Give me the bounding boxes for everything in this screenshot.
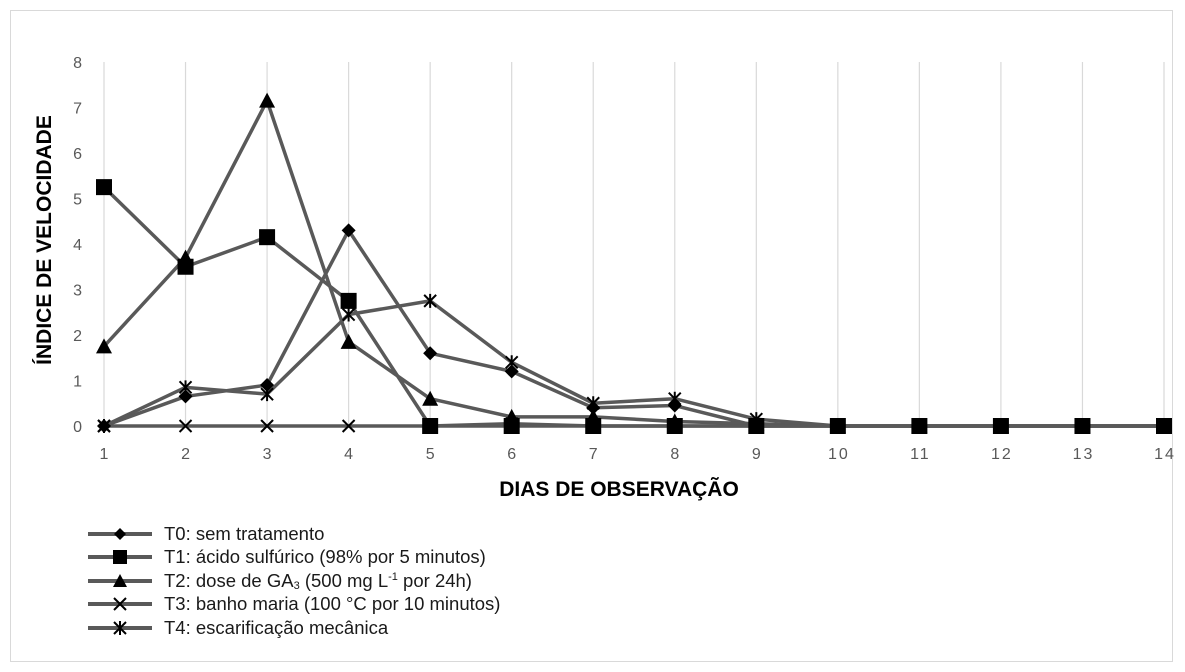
point-t4-day-5 <box>423 293 437 308</box>
star-marker-icon <box>88 620 152 635</box>
legend-label-t2-mid: (500 mg L <box>299 569 389 591</box>
x-tick-label-2: 2 <box>181 446 192 463</box>
point-t0-day-5 <box>423 346 438 361</box>
y-tick-label-2: 2 <box>73 328 82 345</box>
point-t2-day-2 <box>177 249 194 265</box>
legend-item-t4: T4: escarificação mecânica <box>88 616 500 640</box>
legend-item-t2: T2: dose de GA3 (500 mg L-1 por 24h) <box>88 569 500 593</box>
point-t4-day-9 <box>749 412 764 427</box>
point-t4-day-13 <box>1075 419 1090 433</box>
legend-label-t2-prefix: T2: dose de GA <box>164 569 294 591</box>
triangle-marker-icon <box>88 573 152 587</box>
y-tick-label-4: 4 <box>73 237 82 254</box>
point-t4-day-6 <box>504 355 519 370</box>
point-t2-day-3 <box>259 92 276 108</box>
x-tick-label-12: 12 <box>991 446 1013 463</box>
point-t2-day-4 <box>340 333 357 349</box>
y-tick-label-6: 6 <box>73 146 82 163</box>
legend-label-t2-sub: 3 <box>293 579 300 592</box>
y-tick-label-0: 0 <box>73 419 82 436</box>
point-t2-day-5 <box>422 390 439 406</box>
legend-item-t3: T3: banho maria (100 °C por 10 minutos) <box>88 593 500 617</box>
square-marker-icon <box>88 550 152 565</box>
series-line-t4 <box>103 299 1164 428</box>
y-tick-label-5: 5 <box>73 192 82 209</box>
point-t1-day-1 <box>96 179 112 196</box>
point-t2-day-1 <box>96 338 112 354</box>
y-tick-label-8: 8 <box>73 55 82 72</box>
point-t4-day-11 <box>912 419 927 433</box>
point-t4-day-14 <box>1157 419 1171 433</box>
legend-label-t1: T1: ácido sulfúrico (98% por 5 minutos) <box>164 546 486 568</box>
chart-frame <box>10 10 1173 662</box>
x-tick-label-8: 8 <box>670 446 681 463</box>
point-t4-day-1 <box>97 419 111 433</box>
x-tick-label-6: 6 <box>507 446 518 463</box>
point-t0-day-3 <box>260 378 275 393</box>
point-t1-day-4 <box>340 292 357 309</box>
legend-label-t4: T4: escarificação mecânica <box>164 616 389 638</box>
y-tick-label-7: 7 <box>73 101 82 118</box>
y-axis-title: ÍNDICE DE VELOCIDADE <box>33 115 56 365</box>
x-tick-label-1: 1 <box>100 446 111 463</box>
point-t3-day-6 <box>504 417 519 431</box>
series-lines <box>102 98 1164 428</box>
point-t0-day-6 <box>504 364 519 379</box>
diamond-marker-icon <box>88 527 152 540</box>
x-tick-label-4: 4 <box>344 446 355 463</box>
y-axis-ticks: 0 1 2 3 4 5 6 7 8 <box>73 55 82 436</box>
legend-item-t1: T1: ácido sulfúrico (98% por 5 minutos) <box>88 546 500 570</box>
point-t3-day-2 <box>178 419 193 433</box>
series-line-t2 <box>102 98 1164 428</box>
x-tick-label-11: 11 <box>910 446 931 463</box>
point-t4-day-4 <box>341 307 356 322</box>
point-t3-day-4 <box>341 419 356 433</box>
point-t3-day-3 <box>260 419 274 433</box>
point-t3-day-7 <box>586 419 600 433</box>
series-markers <box>96 92 1172 434</box>
series-line-t0 <box>103 228 1164 428</box>
x-tick-label-14: 14 <box>1154 446 1176 463</box>
x-tick-label-5: 5 <box>426 446 437 463</box>
point-t3-day-5 <box>423 419 437 433</box>
legend-label-t2-suffix: por 24h) <box>397 569 472 591</box>
legend: T0: sem tratamento T1: ácido sulfúrico (… <box>88 522 500 640</box>
x-tick-label-7: 7 <box>589 446 600 463</box>
y-tick-label-1: 1 <box>73 374 82 391</box>
point-t4-day-3 <box>260 387 274 402</box>
point-t4-day-12 <box>994 419 1008 433</box>
point-t3-day-8 <box>668 419 682 433</box>
point-t4-day-10 <box>831 419 845 433</box>
x-axis-title: DIAS DE OBSERVAÇÃO <box>499 478 739 501</box>
point-t4-day-2 <box>178 380 193 395</box>
point-t2-day-7 <box>585 408 602 424</box>
x-tick-label-10: 10 <box>828 446 850 463</box>
legend-label-t0: T0: sem tratamento <box>164 522 325 544</box>
legend-item-t0: T0: sem tratamento <box>88 522 500 546</box>
x-tick-label-13: 13 <box>1073 446 1095 463</box>
point-t0-day-4 <box>341 223 356 238</box>
point-t4-day-8 <box>668 391 682 406</box>
point-t0-day-2 <box>178 389 193 404</box>
y-tick-label-3: 3 <box>73 283 82 300</box>
point-t2-day-8 <box>666 413 683 429</box>
x-tick-label-9: 9 <box>752 446 763 463</box>
point-t4-day-7 <box>586 396 600 411</box>
legend-label-t2-sup: -1 <box>388 570 398 583</box>
x-tick-label-3: 3 <box>263 446 274 463</box>
legend-label-t3: T3: banho maria (100 °C por 10 minutos) <box>164 593 501 615</box>
x-marker-icon <box>88 597 152 611</box>
x-axis-ticks: 1 2 3 4 5 6 7 8 9 10 11 12 13 14 <box>100 446 1176 463</box>
legend-label-t2: T2: dose de GA3 (500 mg L-1 por 24h) <box>164 570 472 592</box>
point-t1-day-3 <box>259 229 276 246</box>
